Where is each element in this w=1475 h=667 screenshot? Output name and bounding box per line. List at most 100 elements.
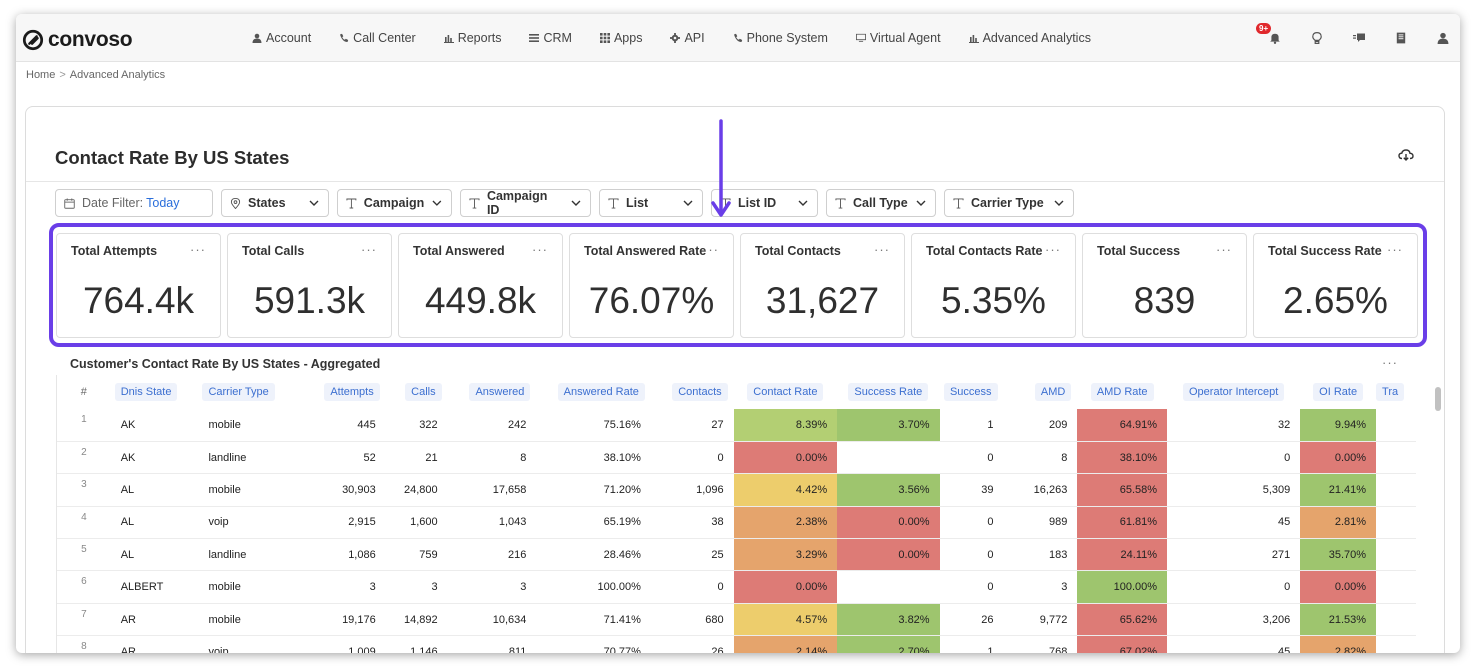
table-row[interactable]: 8 AR voip 1,009 1,146 811 70.77% 26 2.14% 2.70% 1 7…	[57, 635, 1416, 653]
more-options-icon[interactable]: ···	[1387, 242, 1403, 257]
table-row[interactable]: 2 AK landline 52 21 8 38.10% 0 0.00% 0 8 38.10% 0 0.0…	[57, 441, 1416, 475]
feedback-button[interactable]	[1352, 31, 1366, 45]
table-cell: 3.82%	[837, 603, 940, 637]
table-row[interactable]: 6 ALBERT mobile 3 3 3 100.00% 0 0.00% 0 3 100.00% 0 0…	[57, 570, 1416, 604]
annotation-arrow	[711, 119, 731, 217]
notifications-button[interactable]: 9+	[1256, 23, 1282, 45]
date-filter[interactable]: Date Filter: Today	[55, 189, 213, 217]
table-cell: 27	[650, 409, 734, 442]
filter-states[interactable]: States	[221, 189, 329, 217]
docs-button[interactable]	[1394, 31, 1408, 45]
nav-account-label: Account	[266, 31, 312, 45]
table-cell: AL	[110, 538, 199, 572]
chevron-down-icon	[309, 200, 319, 206]
more-options-icon[interactable]: ···	[703, 242, 719, 257]
logo-text: convoso	[48, 28, 133, 51]
tips-button[interactable]	[1310, 31, 1324, 45]
profile-button[interactable]	[1436, 31, 1450, 45]
table-cell: 24.11%	[1077, 538, 1168, 572]
more-options-icon[interactable]: ···	[874, 242, 890, 257]
column-header[interactable]: Attempts	[302, 375, 386, 409]
table-cell: 3	[447, 570, 537, 604]
data-table-container[interactable]: # Dnis State Carrier Type Attempts Calls…	[56, 375, 1416, 653]
column-header[interactable]: Answered Rate	[536, 375, 651, 409]
breadcrumb-home[interactable]: Home	[26, 69, 56, 81]
column-header[interactable]: AMD Rate	[1077, 375, 1167, 409]
filter-list-id-label: List ID	[738, 196, 777, 210]
more-options-icon[interactable]: ···	[1045, 242, 1061, 257]
breadcrumb: Home > Advanced Analytics	[26, 69, 165, 81]
more-options-icon[interactable]: ···	[190, 242, 206, 257]
column-header[interactable]: Contact Rate	[734, 375, 837, 409]
dashboard-card: Contact Rate By US States Date Filter: T…	[25, 106, 1445, 653]
kpi-total-contacts-rate: Total Contacts Rate ··· 5.35%	[911, 233, 1076, 338]
column-header[interactable]: Operator Intercept	[1167, 375, 1300, 409]
column-header[interactable]: Calls	[386, 375, 448, 409]
filter-campaign-id[interactable]: Campaign ID	[460, 189, 591, 217]
more-options-icon[interactable]: ···	[532, 242, 548, 257]
table-row[interactable]: 4 AL voip 2,915 1,600 1,043 65.19% 38 2.38% 0.00%…	[57, 506, 1416, 540]
table-cell: 1,043	[447, 506, 537, 540]
table-row[interactable]: 7 AR mobile 19,176 14,892 10,634 71.41% 680 4.57…	[57, 603, 1416, 637]
column-header[interactable]: Dnis State	[111, 375, 199, 409]
filter-list-id[interactable]: List ID	[711, 189, 818, 217]
nav-apps[interactable]: Apps	[586, 14, 657, 62]
column-header[interactable]: OI Rate	[1300, 375, 1376, 409]
filter-carrier-type[interactable]: Carrier Type	[944, 189, 1074, 217]
nav-account[interactable]: Account	[238, 14, 325, 62]
nav-advanced-analytics[interactable]: Advanced Analytics	[955, 14, 1105, 62]
table-cell: 24,800	[385, 473, 448, 507]
convoso-logo[interactable]: convoso	[22, 28, 133, 52]
nav-reports[interactable]: Reports	[430, 14, 516, 62]
table-cell: 759	[385, 538, 448, 572]
table-cell: 61.81%	[1077, 506, 1168, 540]
table-scrollbar[interactable]	[1435, 387, 1441, 411]
table-cell: 16,263	[1003, 473, 1078, 507]
breadcrumb-current: Advanced Analytics	[69, 69, 166, 81]
filter-list[interactable]: List	[599, 189, 703, 217]
table-cell: landline	[198, 441, 302, 475]
main-menu: Account Call Center Reports CRM Apps API	[238, 14, 1105, 62]
filter-call-type[interactable]: Call Type	[826, 189, 936, 217]
table-cell: AR	[110, 635, 199, 653]
column-header[interactable]: Contacts	[651, 375, 734, 409]
cloud-download-icon[interactable]	[1398, 147, 1414, 163]
nav-phone-system[interactable]: Phone System	[719, 14, 842, 62]
table-cell: 35.70%	[1300, 538, 1377, 572]
column-header[interactable]: AMD	[1004, 375, 1078, 409]
table-cell: 65.62%	[1077, 603, 1168, 637]
table-cell	[1376, 603, 1416, 637]
nav-crm[interactable]: CRM	[515, 14, 585, 62]
column-header[interactable]: Carrier Type	[198, 375, 302, 409]
column-header[interactable]: Success Rate	[837, 375, 939, 409]
table-cell: 9,772	[1003, 603, 1078, 637]
more-options-icon[interactable]: ···	[361, 242, 377, 257]
column-header-index: #	[80, 386, 87, 398]
nav-api[interactable]: API	[656, 14, 718, 62]
table-cell: 10,634	[447, 603, 537, 637]
nav-virtual-agent-label: Virtual Agent	[869, 31, 941, 45]
nav-virtual-agent[interactable]: Virtual Agent	[842, 14, 955, 62]
table-cell: AL	[110, 506, 199, 540]
kpi-highlight-frame	[49, 223, 1427, 347]
filter-campaign-label: Campaign	[363, 196, 425, 210]
column-header[interactable]: Answered	[448, 375, 537, 409]
table-cell: 52	[301, 441, 386, 475]
more-options-icon[interactable]: ···	[1216, 242, 1232, 257]
column-header[interactable]: Success	[940, 375, 1004, 409]
table-cell: 183	[1003, 538, 1078, 572]
table-cell: 0	[939, 570, 1004, 604]
column-header[interactable]: Tra	[1376, 375, 1416, 409]
table-row[interactable]: 5 AL landline 1,086 759 216 28.46% 25 3.29% 0.00%…	[57, 538, 1416, 572]
kpi-row: Total Attempts ··· 764.4k Total Calls ··…	[56, 233, 1418, 338]
more-options-icon[interactable]: ···	[1382, 355, 1398, 370]
filter-campaign[interactable]: Campaign	[337, 189, 452, 217]
chevron-down-icon	[683, 200, 693, 206]
table-row[interactable]: 3 AL mobile 30,903 24,800 17,658 71.20% 1,096 4.…	[57, 473, 1416, 507]
table-cell: 3.29%	[733, 538, 838, 572]
nav-call-center[interactable]: Call Center	[325, 14, 430, 62]
table-cell: 3.56%	[837, 473, 940, 507]
row-index: 4	[57, 506, 111, 540]
table-row[interactable]: 1 AK mobile 445 322 242 75.16% 27 8.39% 3.70% 1 209…	[57, 409, 1416, 442]
monitor-icon	[855, 33, 866, 42]
